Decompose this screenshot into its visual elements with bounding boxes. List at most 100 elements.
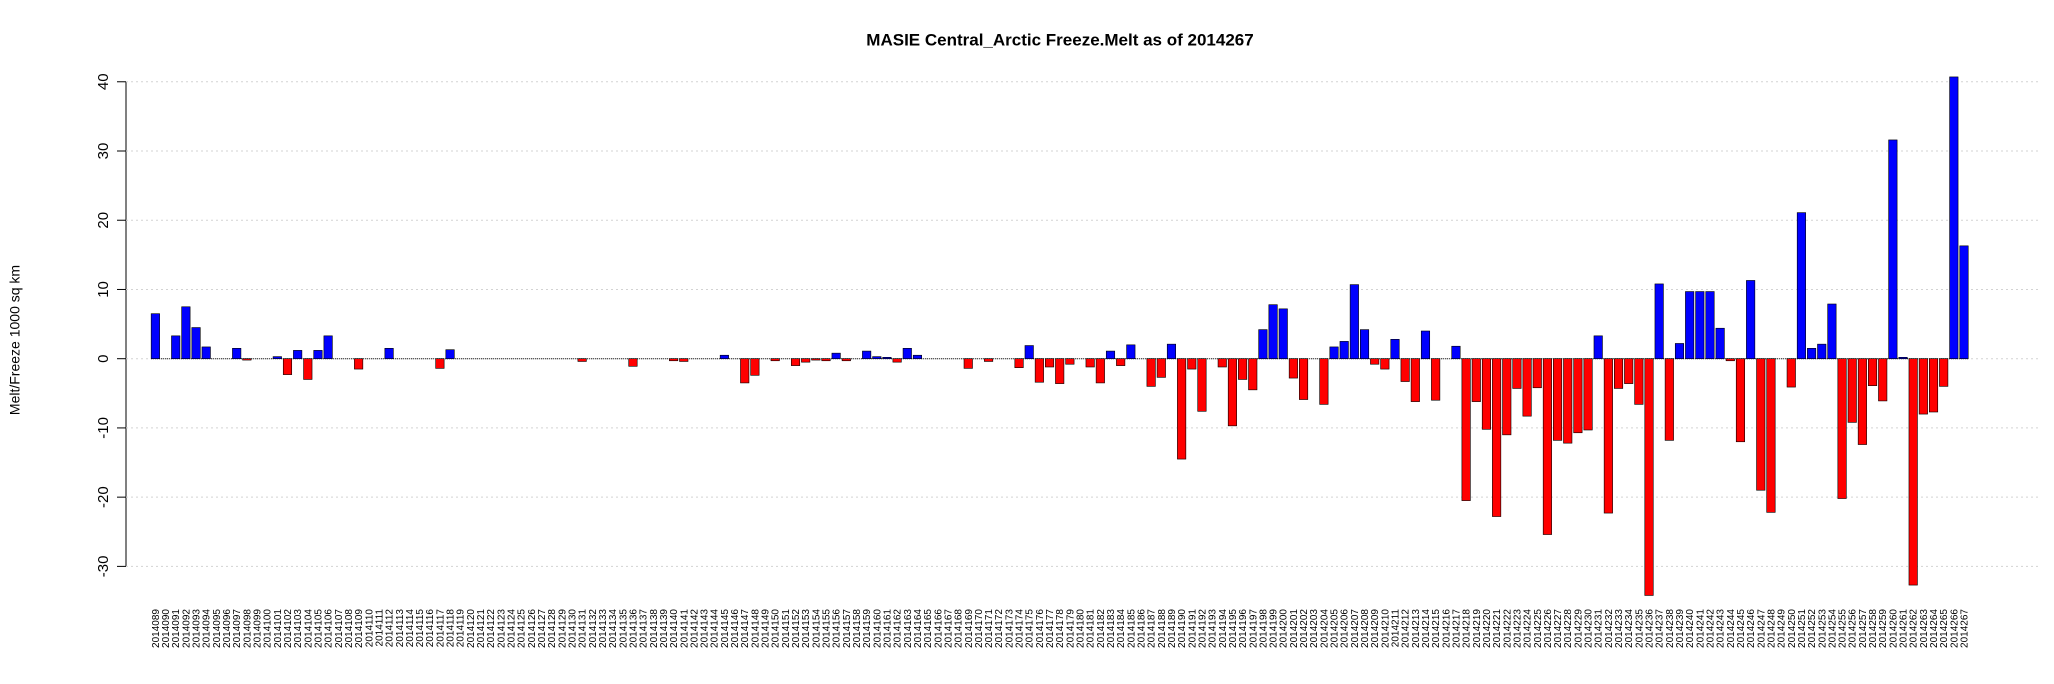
x-tick-label: 2014161 xyxy=(882,609,893,648)
x-tick-label: 2014221 xyxy=(1492,609,1503,648)
bar xyxy=(1329,346,1339,359)
x-tick-label: 2014265 xyxy=(1939,609,1950,648)
x-tick-label: 2014220 xyxy=(1482,609,1493,648)
bar xyxy=(1593,335,1603,359)
x-tick-label: 2014216 xyxy=(1441,609,1452,648)
x-tick-label: 2014166 xyxy=(933,609,944,648)
x-tick-label: 2014232 xyxy=(1604,609,1615,648)
bar xyxy=(1390,339,1400,359)
x-tick-label: 2014142 xyxy=(689,609,700,648)
x-tick-label: 2014239 xyxy=(1675,609,1686,648)
x-tick-label: 2014125 xyxy=(517,609,528,648)
x-tick-label: 2014225 xyxy=(1533,609,1544,648)
bar xyxy=(1542,358,1552,535)
bar xyxy=(384,348,394,359)
bar xyxy=(1939,358,1949,387)
x-tick-label: 2014151 xyxy=(781,609,792,648)
bar xyxy=(1928,358,1939,413)
x-tick-label: 2014217 xyxy=(1451,609,1462,648)
x-tick-label: 2014099 xyxy=(253,609,264,648)
x-tick-label: 2014165 xyxy=(923,609,934,648)
bar xyxy=(1288,358,1298,379)
bar xyxy=(882,357,892,359)
bar xyxy=(1827,303,1837,359)
bar xyxy=(1685,291,1695,359)
bar xyxy=(1431,358,1441,401)
bar xyxy=(821,358,831,362)
bar xyxy=(790,358,801,366)
bar xyxy=(1349,284,1359,359)
x-tick-label: 2014173 xyxy=(1004,609,1015,648)
bar xyxy=(191,327,201,359)
bar xyxy=(1512,358,1522,389)
x-tick-label: 2014096 xyxy=(222,609,233,648)
x-tick-label: 2014215 xyxy=(1431,609,1442,648)
x-tick-label: 2014244 xyxy=(1726,609,1737,648)
x-tick-label: 2014170 xyxy=(974,609,985,648)
x-tick-label: 2014146 xyxy=(730,609,741,648)
x-tick-label: 2014184 xyxy=(1116,609,1127,648)
bar xyxy=(232,348,242,359)
x-tick-label: 2014152 xyxy=(791,609,802,648)
x-tick-label: 2014145 xyxy=(720,609,731,648)
bar xyxy=(1725,358,1735,362)
x-tick-label: 2014262 xyxy=(1909,609,1920,648)
bar xyxy=(1898,357,1908,359)
x-tick-label: 2014237 xyxy=(1655,609,1666,648)
x-tick-label: 2014106 xyxy=(324,609,335,648)
bar xyxy=(1197,358,1207,412)
x-tick-label: 2014257 xyxy=(1858,609,1869,648)
bar xyxy=(811,358,821,361)
x-tick-label: 2014183 xyxy=(1106,609,1117,648)
bar xyxy=(1817,343,1827,359)
x-tick-label: 2014144 xyxy=(710,609,721,648)
bar xyxy=(1268,304,1278,359)
bar xyxy=(1481,358,1491,430)
y-axis-label: Melt/Freeze 1000 sq km xyxy=(7,265,23,415)
bar xyxy=(1502,358,1512,436)
y-tick-label: 0 xyxy=(95,355,112,363)
bar xyxy=(1258,329,1268,359)
x-tick-label: 2014195 xyxy=(1228,609,1239,648)
x-tick-label: 2014261 xyxy=(1899,609,1910,648)
x-tick-label: 2014116 xyxy=(425,609,436,648)
x-tick-label: 2014179 xyxy=(1065,609,1076,648)
bar xyxy=(1177,358,1187,460)
x-tick-label: 2014209 xyxy=(1370,609,1381,648)
bar xyxy=(669,358,679,362)
bar xyxy=(801,358,811,363)
bar xyxy=(313,350,323,359)
bar xyxy=(445,349,455,359)
x-tick-label: 2014238 xyxy=(1665,609,1676,648)
x-tick-label: 2014102 xyxy=(283,609,294,648)
x-tick-label: 2014138 xyxy=(649,609,660,648)
x-tick-label: 2014100 xyxy=(263,609,274,648)
x-tick-label: 2014243 xyxy=(1716,609,1727,648)
bar xyxy=(303,358,313,380)
x-tick-label: 2014250 xyxy=(1787,609,1798,648)
x-tick-label: 2014200 xyxy=(1279,609,1290,648)
x-tick-label: 2014194 xyxy=(1218,609,1229,648)
x-tick-label: 2014181 xyxy=(1086,609,1097,648)
x-tick-label: 2014119 xyxy=(456,609,467,648)
x-tick-label: 2014108 xyxy=(344,609,355,648)
x-tick-label: 2014182 xyxy=(1096,609,1107,648)
bar xyxy=(1034,358,1044,383)
bar xyxy=(1807,348,1817,359)
bar xyxy=(1735,358,1745,443)
x-tick-label: 2014248 xyxy=(1766,609,1777,648)
x-tick-label: 2014224 xyxy=(1523,609,1534,648)
bar xyxy=(679,358,689,362)
bar xyxy=(1105,350,1116,359)
x-tick-label: 2014101 xyxy=(273,609,284,648)
bar xyxy=(740,358,750,384)
x-tick-label: 2014259 xyxy=(1878,609,1889,648)
bar xyxy=(282,358,293,375)
bar xyxy=(1248,358,1258,391)
bar xyxy=(1380,358,1390,370)
bar xyxy=(1644,358,1654,596)
bar xyxy=(862,350,872,359)
bar xyxy=(354,358,364,370)
x-tick-label: 2014247 xyxy=(1756,609,1767,648)
